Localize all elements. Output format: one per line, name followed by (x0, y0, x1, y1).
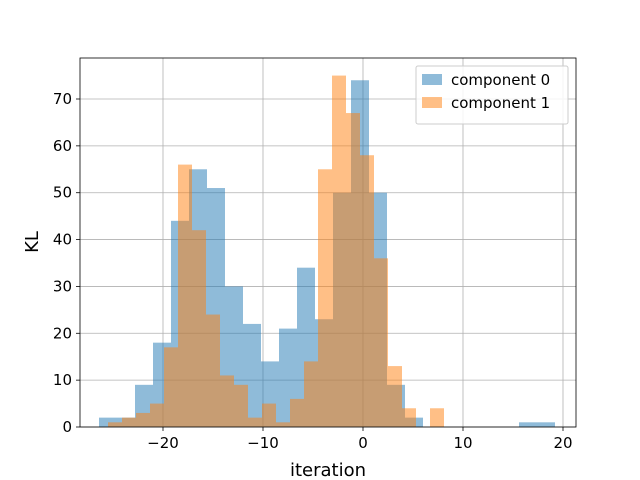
legend-label-series-1: component 1 (451, 94, 550, 112)
y-tick-label: 40 (53, 231, 72, 249)
y-tick-label: 20 (53, 324, 72, 342)
y-tick-label: 60 (53, 137, 72, 155)
histogram-bar-series-1 (178, 164, 192, 427)
histogram-bar-series-1 (108, 422, 122, 427)
legend-swatch-series-0 (422, 74, 442, 85)
histogram-bar-series-1 (262, 403, 276, 427)
histogram-bar-series-0 (537, 422, 555, 427)
legend: component 0 component 1 (415, 65, 569, 125)
histogram-bar-series-1 (150, 403, 164, 427)
histogram-bar-series-1 (374, 258, 388, 427)
x-tick-label: 10 (453, 434, 472, 452)
histogram-bar-series-1 (318, 169, 332, 428)
x-tick-label: 20 (553, 434, 572, 452)
histogram-bar-series-1 (402, 408, 416, 427)
histogram-bar-series-1 (220, 375, 234, 427)
histogram-bar-series-1 (276, 422, 290, 427)
axis-ticks: −20 −10 0 10 20 0 10 20 30 40 50 60 70 (53, 90, 573, 452)
histogram-bar-series-1 (248, 417, 262, 427)
histogram-bar-series-1 (360, 155, 374, 427)
histogram-bar-series-1 (304, 361, 318, 427)
histogram-bar-series-1 (122, 417, 136, 427)
y-axis-label: KL (22, 231, 43, 253)
legend-box (415, 65, 569, 125)
x-tick-label: −20 (147, 434, 179, 452)
histogram-bar-series-1 (206, 314, 220, 427)
legend-swatch-series-1 (422, 97, 442, 108)
histogram-bar-series-1 (192, 230, 206, 427)
legend-label-series-0: component 0 (451, 71, 550, 89)
histogram-bar-series-1 (136, 412, 150, 427)
histogram-bar-series-0 (519, 422, 537, 427)
histogram-bar-series-1 (388, 366, 402, 427)
histogram-bars (99, 75, 555, 428)
x-tick-label: −10 (247, 434, 279, 452)
histogram-bar-series-1 (164, 347, 178, 427)
y-tick-label: 0 (62, 418, 72, 436)
x-tick-label: 0 (358, 434, 368, 452)
plot-frame (79, 57, 577, 428)
histogram-bar-series-1 (290, 398, 304, 427)
histogram-bar-series-1 (346, 113, 360, 428)
histogram-bar-series-0 (99, 417, 117, 427)
y-tick-label: 10 (53, 371, 72, 389)
y-tick-label: 50 (53, 184, 72, 202)
x-axis-label: iteration (290, 460, 366, 480)
y-tick-label: 30 (53, 277, 72, 295)
y-tick-label: 70 (53, 90, 72, 108)
histogram-bar-series-1 (430, 408, 444, 427)
histogram-bar-series-1 (332, 75, 346, 428)
histogram-bar-series-1 (234, 384, 248, 427)
